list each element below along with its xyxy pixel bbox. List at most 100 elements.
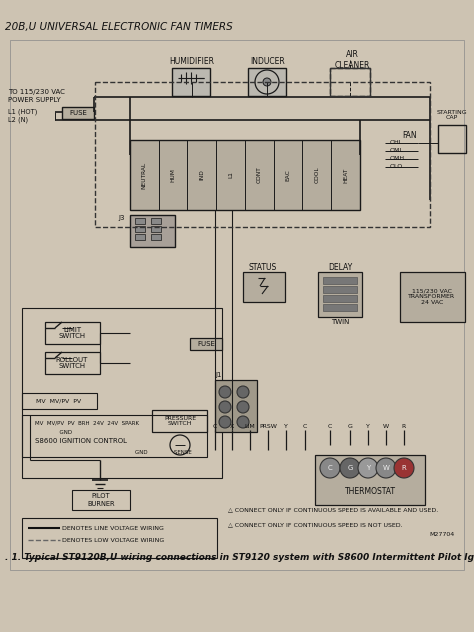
Text: PRSW: PRSW	[259, 425, 277, 430]
Text: OMH: OMH	[390, 157, 405, 162]
Text: PILOT
BURNER: PILOT BURNER	[87, 494, 115, 506]
Text: C: C	[213, 425, 217, 430]
Bar	[323, 304, 357, 311]
Bar	[135, 218, 145, 224]
Bar	[323, 277, 357, 284]
Text: W: W	[383, 465, 390, 471]
Text: EAC: EAC	[286, 169, 291, 181]
Text: INDUCER: INDUCER	[251, 58, 285, 66]
Text: STARTING
CAP: STARTING CAP	[437, 109, 467, 121]
Text: OML: OML	[390, 149, 404, 154]
Text: CONT: CONT	[257, 167, 262, 183]
Bar	[22, 518, 217, 558]
Text: TO 115/230 VAC: TO 115/230 VAC	[8, 89, 65, 95]
Text: 20B,U UNIVERSAL ELECTRONIC FAN TIMERS: 20B,U UNIVERSAL ELECTRONIC FAN TIMERS	[5, 22, 233, 32]
Bar	[45, 322, 100, 344]
Text: Y: Y	[366, 425, 370, 430]
Text: J1: J1	[215, 372, 221, 378]
Circle shape	[237, 401, 249, 413]
Bar	[62, 107, 94, 119]
Circle shape	[340, 458, 360, 478]
Text: G: G	[347, 425, 353, 430]
Bar	[22, 415, 207, 457]
Text: FUSE: FUSE	[69, 110, 87, 116]
Bar	[323, 295, 357, 302]
Text: ROLLOUT
SWITCH: ROLLOUT SWITCH	[56, 356, 88, 370]
Circle shape	[320, 458, 340, 478]
Circle shape	[263, 78, 271, 86]
Bar	[135, 226, 145, 232]
Text: MV  MV/PV  PV: MV MV/PV PV	[36, 399, 82, 403]
Text: LIM: LIM	[245, 425, 255, 430]
Bar	[95, 82, 430, 227]
Bar	[151, 218, 161, 224]
Text: NEUTRAL: NEUTRAL	[142, 161, 147, 188]
Text: AIR
CLEANER: AIR CLEANER	[334, 51, 370, 70]
Text: 115/230 VAC
TRANSFORMER
24 VAC: 115/230 VAC TRANSFORMER 24 VAC	[409, 289, 456, 305]
Text: L1 (HOT): L1 (HOT)	[8, 109, 37, 115]
Circle shape	[237, 416, 249, 428]
Bar	[151, 234, 161, 240]
Bar	[45, 352, 100, 374]
Text: W: W	[383, 425, 389, 430]
Text: △ CONNECT ONLY IF CONTINUOUS SPEED IS NOT USED.: △ CONNECT ONLY IF CONTINUOUS SPEED IS NO…	[228, 523, 402, 528]
Bar	[315, 455, 425, 505]
Text: LIMIT
SWITCH: LIMIT SWITCH	[58, 327, 86, 339]
Text: △ CONNECT ONLY IF CONTINUOUS SPEED IS AVAILABLE AND USED.: △ CONNECT ONLY IF CONTINUOUS SPEED IS AV…	[228, 507, 438, 513]
Text: OHI: OHI	[390, 140, 401, 145]
Text: IND: IND	[200, 169, 204, 180]
Text: GND               SENSE: GND SENSE	[135, 451, 192, 456]
Bar	[22, 308, 222, 478]
Text: FUSE: FUSE	[197, 341, 215, 347]
Bar	[22, 393, 97, 409]
Text: Y: Y	[284, 425, 288, 430]
Text: . 1. Typical ST9120B,U wiring connections in ST9120 system with S8600 Intermitte: . 1. Typical ST9120B,U wiring connection…	[5, 552, 474, 561]
Bar	[72, 490, 130, 510]
Bar	[130, 140, 360, 210]
Bar	[151, 226, 161, 232]
Bar	[215, 380, 257, 432]
Text: HUM: HUM	[171, 168, 176, 182]
Text: X: X	[230, 425, 234, 430]
Bar	[135, 234, 145, 240]
Text: GND: GND	[35, 430, 72, 435]
Bar	[318, 272, 362, 317]
Bar	[10, 40, 464, 570]
Text: G: G	[347, 465, 353, 471]
Bar	[243, 272, 285, 302]
Text: DENOTES LOW VOLTAGE WIRING: DENOTES LOW VOLTAGE WIRING	[62, 537, 164, 542]
Bar	[438, 125, 466, 153]
Text: M27704: M27704	[430, 533, 455, 537]
Bar	[130, 215, 175, 247]
Text: HEAT: HEAT	[343, 167, 348, 183]
Bar	[330, 68, 370, 96]
Circle shape	[219, 416, 231, 428]
Circle shape	[219, 401, 231, 413]
Text: Y: Y	[366, 465, 370, 471]
Text: FAN: FAN	[403, 130, 417, 140]
Text: PRESSURE
SWITCH: PRESSURE SWITCH	[164, 416, 196, 427]
Circle shape	[237, 386, 249, 398]
Text: STATUS: STATUS	[249, 262, 277, 272]
Text: THERMOSTAT: THERMOSTAT	[345, 487, 395, 497]
Text: S8600 IGNITION CONTROL: S8600 IGNITION CONTROL	[35, 438, 127, 444]
Bar	[248, 68, 286, 96]
Text: L2 (N): L2 (N)	[8, 117, 28, 123]
Bar	[152, 410, 207, 432]
Text: R: R	[402, 425, 406, 430]
Text: DELAY: DELAY	[328, 262, 352, 272]
Bar	[190, 338, 222, 350]
Text: HUMIDIFIER: HUMIDIFIER	[170, 58, 215, 66]
Text: J3: J3	[119, 215, 125, 221]
Circle shape	[394, 458, 414, 478]
Bar	[172, 68, 210, 96]
Text: C: C	[328, 425, 332, 430]
Text: TWIN: TWIN	[331, 319, 349, 325]
Circle shape	[219, 386, 231, 398]
Circle shape	[358, 458, 378, 478]
Bar	[323, 286, 357, 293]
Text: C: C	[328, 465, 332, 471]
Bar	[400, 272, 465, 322]
Text: R: R	[401, 465, 406, 471]
Text: DENOTES LINE VOLTAGE WIRING: DENOTES LINE VOLTAGE WIRING	[62, 525, 164, 530]
